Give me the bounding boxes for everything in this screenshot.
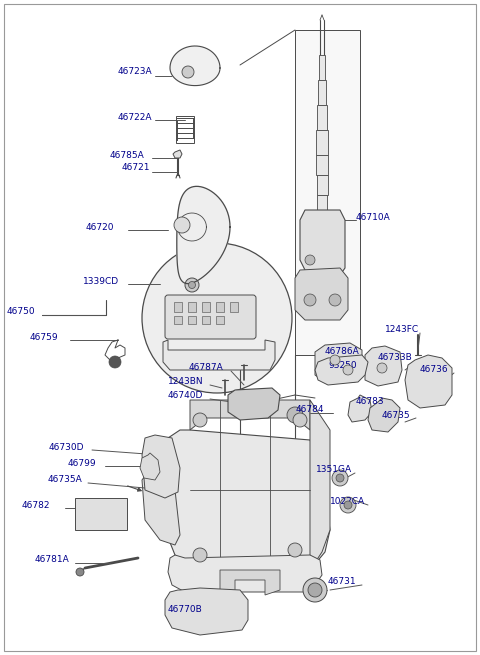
Polygon shape — [228, 388, 280, 420]
Polygon shape — [310, 400, 330, 570]
Text: 46782: 46782 — [22, 500, 50, 510]
Polygon shape — [140, 453, 160, 480]
Circle shape — [142, 243, 292, 393]
Text: 1243BN: 1243BN — [168, 377, 204, 386]
Polygon shape — [317, 105, 327, 130]
Circle shape — [377, 363, 387, 373]
Text: 46750: 46750 — [7, 307, 36, 316]
Text: 46740D: 46740D — [168, 392, 204, 400]
Circle shape — [304, 294, 316, 306]
Text: 46731: 46731 — [328, 578, 357, 586]
Text: 46783: 46783 — [356, 398, 384, 407]
Text: 46730D: 46730D — [49, 443, 84, 451]
Circle shape — [303, 578, 327, 602]
Polygon shape — [220, 570, 280, 595]
Circle shape — [182, 66, 194, 78]
Text: 46736: 46736 — [420, 365, 449, 375]
Polygon shape — [368, 398, 400, 432]
Text: 46799: 46799 — [68, 458, 96, 468]
Text: 46759: 46759 — [30, 333, 59, 341]
Text: 1339CD: 1339CD — [83, 278, 119, 286]
Text: 46781A: 46781A — [35, 555, 70, 565]
Circle shape — [336, 474, 344, 482]
Circle shape — [305, 255, 315, 265]
Circle shape — [193, 413, 207, 427]
Polygon shape — [173, 150, 182, 158]
Circle shape — [343, 365, 353, 375]
Polygon shape — [316, 130, 328, 155]
Bar — [216, 302, 224, 312]
Bar — [188, 302, 196, 312]
Polygon shape — [190, 400, 310, 430]
Circle shape — [287, 407, 303, 423]
Circle shape — [185, 278, 199, 292]
Text: 46723A: 46723A — [118, 67, 153, 77]
FancyBboxPatch shape — [165, 295, 256, 339]
Text: 46787A: 46787A — [189, 364, 224, 373]
Text: 93250: 93250 — [328, 360, 357, 369]
Polygon shape — [317, 195, 327, 210]
Polygon shape — [162, 430, 330, 570]
Circle shape — [76, 568, 84, 576]
Polygon shape — [405, 355, 452, 408]
Bar — [230, 302, 238, 312]
Bar — [216, 316, 224, 324]
Bar — [176, 116, 194, 143]
Circle shape — [329, 294, 341, 306]
Polygon shape — [142, 435, 180, 498]
Polygon shape — [142, 470, 180, 545]
Polygon shape — [295, 30, 360, 355]
Text: 1351GA: 1351GA — [316, 466, 352, 474]
Polygon shape — [315, 355, 368, 385]
Circle shape — [293, 413, 307, 427]
Polygon shape — [295, 268, 348, 320]
Text: 46721: 46721 — [122, 164, 151, 172]
Polygon shape — [165, 588, 248, 635]
Text: 46710A: 46710A — [356, 212, 391, 221]
Text: 46786A: 46786A — [325, 348, 360, 356]
Bar — [75, 498, 127, 530]
Polygon shape — [170, 46, 220, 86]
Circle shape — [109, 356, 121, 368]
Bar — [202, 316, 210, 324]
Text: 46720: 46720 — [86, 223, 115, 231]
Circle shape — [308, 583, 322, 597]
Circle shape — [330, 355, 340, 365]
Text: 46722A: 46722A — [118, 113, 153, 121]
Circle shape — [189, 282, 195, 288]
Polygon shape — [316, 155, 328, 175]
Circle shape — [288, 543, 302, 557]
Text: 1243FC: 1243FC — [385, 326, 419, 335]
Text: 1022CA: 1022CA — [330, 498, 365, 506]
Polygon shape — [300, 210, 345, 275]
Bar — [188, 316, 196, 324]
Text: 46785A: 46785A — [110, 151, 145, 160]
Polygon shape — [319, 55, 325, 80]
Text: 46770B: 46770B — [168, 605, 203, 614]
Text: 46784: 46784 — [296, 405, 324, 415]
Polygon shape — [348, 395, 372, 422]
Text: 46735: 46735 — [382, 411, 410, 419]
Polygon shape — [168, 555, 322, 592]
Circle shape — [174, 217, 190, 233]
Circle shape — [332, 470, 348, 486]
Polygon shape — [177, 187, 230, 284]
Circle shape — [340, 497, 356, 513]
Polygon shape — [318, 80, 326, 105]
Text: 46735A: 46735A — [48, 476, 83, 485]
Polygon shape — [315, 343, 362, 382]
Polygon shape — [317, 175, 328, 195]
Bar — [174, 302, 182, 312]
Polygon shape — [163, 340, 275, 370]
Text: 46733B: 46733B — [378, 354, 413, 362]
Bar — [202, 302, 210, 312]
Circle shape — [193, 548, 207, 562]
Bar — [174, 316, 182, 324]
Polygon shape — [365, 346, 402, 386]
Circle shape — [344, 501, 352, 509]
